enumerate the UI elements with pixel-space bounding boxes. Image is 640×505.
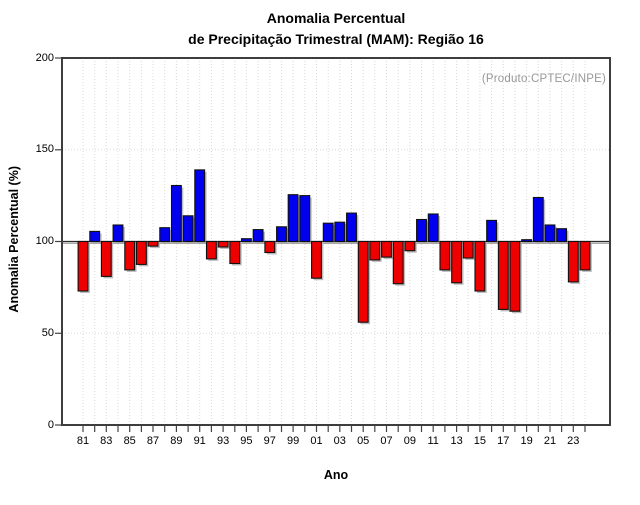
bar-12: [439, 240, 451, 271]
bar-05: [357, 240, 369, 323]
bar-21: [544, 224, 556, 243]
x-tick-label-11: 11: [427, 435, 439, 447]
bar-82: [89, 230, 101, 243]
chart-title-line1: Anomalia Percentual: [266, 10, 406, 26]
x-tick-label-15: 15: [473, 435, 487, 447]
x-tick-label-91: 91: [193, 435, 206, 447]
chart-title: Anomalia Percentual de Precipitação Trim…: [62, 8, 610, 50]
bar-13: [451, 240, 463, 284]
bar-16: [486, 219, 498, 243]
x-tick-label-87: 87: [146, 435, 160, 447]
bar-94: [229, 240, 241, 265]
x-tick-label-23: 23: [567, 435, 580, 447]
x-tick-label-21: 21: [543, 435, 557, 447]
y-tick-label-0: 0: [47, 418, 54, 431]
bar-81: [77, 240, 89, 292]
bar-86: [135, 240, 147, 265]
y-tick-label-200: 200: [35, 51, 54, 64]
bar-95: [240, 238, 252, 243]
bar-91: [194, 169, 206, 243]
bar-99: [287, 194, 299, 243]
x-tick-label-83: 83: [100, 435, 113, 447]
x-tick-label-01: 01: [310, 435, 323, 447]
bar-03: [334, 221, 346, 243]
bar-24: [579, 240, 591, 271]
bar-14: [462, 240, 474, 259]
x-tick-label-19: 19: [520, 435, 533, 447]
x-tick-label-97: 97: [263, 435, 276, 447]
y-tick-label-100: 100: [35, 235, 54, 247]
bar-22: [556, 228, 568, 243]
bar-84: [112, 224, 124, 243]
bar-19: [521, 239, 533, 243]
bar-02: [322, 222, 334, 243]
bar-15: [474, 240, 486, 292]
x-tick-label-95: 95: [240, 435, 253, 447]
bar-11: [427, 213, 439, 243]
chart-title-line2: de Precipitação Trimestral (MAM): Região…: [188, 31, 484, 47]
bar-93: [217, 240, 229, 248]
x-tick-label-81: 81: [76, 435, 90, 447]
x-tick-label-03: 03: [333, 435, 346, 447]
bar-23: [567, 240, 579, 283]
bar-18: [509, 240, 521, 312]
bar-90: [182, 215, 194, 243]
x-tick-label-09: 09: [403, 435, 417, 447]
bar-97: [264, 240, 276, 254]
bar-88: [159, 227, 171, 243]
bar-08: [392, 240, 404, 285]
x-axis-title: Ano: [323, 468, 349, 482]
bar-87: [147, 240, 159, 247]
y-tick-label-150: 150: [35, 143, 54, 156]
bar-06: [369, 240, 381, 261]
x-tick-label-05: 05: [357, 435, 370, 447]
x-tick-label-89: 89: [170, 435, 183, 447]
bar-83: [100, 240, 112, 277]
bar-09: [404, 240, 416, 252]
bar-00: [299, 195, 311, 243]
bar-98: [276, 226, 287, 243]
bar-20: [532, 196, 544, 243]
bar-07: [381, 240, 392, 258]
bar-01: [311, 240, 322, 279]
bar-92: [205, 240, 217, 260]
bar-96: [252, 229, 264, 243]
y-tick-label-50: 50: [41, 326, 54, 339]
x-tick-label-93: 93: [216, 435, 230, 447]
bar-85: [124, 240, 136, 271]
bar-17: [497, 240, 509, 310]
x-tick-label-85: 85: [123, 435, 136, 447]
x-tick-label-07: 07: [380, 435, 393, 447]
bar-04: [346, 212, 357, 243]
product-annotation: (Produto:CPTEC/INPE): [481, 73, 606, 85]
x-tick-label-99: 99: [286, 435, 300, 447]
bar-10: [416, 218, 427, 243]
bar-89: [170, 184, 182, 243]
x-tick-label-17: 17: [497, 435, 510, 447]
x-tick-label-13: 13: [450, 435, 463, 447]
